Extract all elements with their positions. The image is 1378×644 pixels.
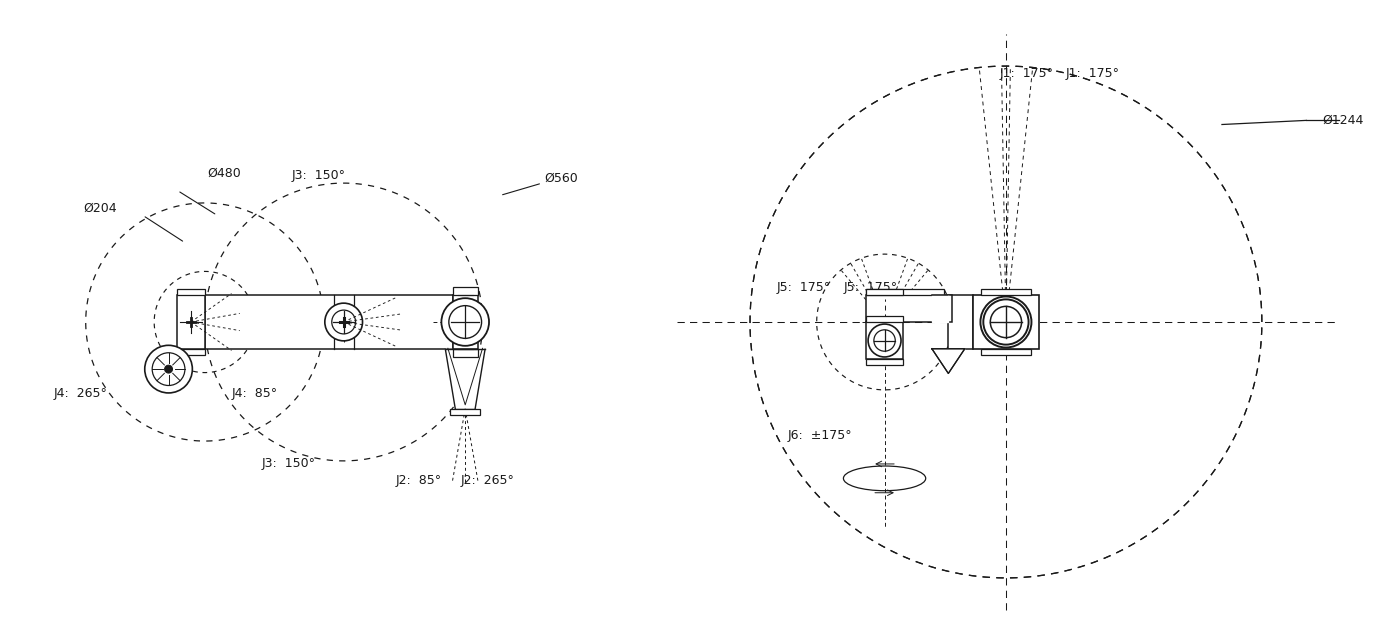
Text: J6:  ±175°: J6: ±175°: [788, 429, 853, 442]
Circle shape: [449, 306, 481, 338]
Bar: [865, 359, 903, 365]
Bar: [948, 295, 973, 349]
Circle shape: [332, 310, 356, 334]
Text: Ø204: Ø204: [83, 202, 117, 214]
Text: J4:  85°: J4: 85°: [232, 388, 278, 401]
Text: J5:  175°: J5: 175°: [843, 281, 897, 294]
Text: J2:  265°: J2: 265°: [460, 474, 514, 488]
Circle shape: [152, 353, 185, 386]
Bar: [178, 295, 205, 349]
Bar: [865, 289, 903, 295]
Text: J1:  175°: J1: 175°: [999, 66, 1053, 80]
Text: J4:  265°: J4: 265°: [54, 388, 107, 401]
Circle shape: [868, 324, 901, 357]
Bar: [205, 295, 453, 349]
Bar: [973, 295, 1039, 349]
Circle shape: [991, 307, 1021, 337]
Circle shape: [984, 299, 1028, 345]
Bar: [453, 349, 478, 357]
Polygon shape: [932, 349, 965, 374]
Bar: [178, 349, 205, 355]
Text: Ø1244: Ø1244: [1323, 114, 1364, 127]
Text: Ø560: Ø560: [544, 172, 579, 185]
Polygon shape: [445, 349, 485, 409]
Circle shape: [325, 303, 362, 341]
Polygon shape: [932, 295, 948, 322]
Bar: [865, 295, 952, 322]
Bar: [981, 349, 1031, 355]
Circle shape: [988, 303, 1024, 341]
Bar: [865, 289, 944, 295]
Text: J1:  175°: J1: 175°: [1065, 66, 1119, 80]
Bar: [865, 316, 903, 322]
Text: Ø480: Ø480: [207, 167, 241, 180]
Bar: [451, 409, 480, 415]
Bar: [453, 287, 478, 295]
Circle shape: [145, 345, 193, 393]
Polygon shape: [932, 349, 965, 374]
Text: J3:  150°: J3: 150°: [292, 169, 346, 182]
Text: J2:  85°: J2: 85°: [395, 474, 442, 488]
Circle shape: [441, 298, 489, 346]
Text: J3:  150°: J3: 150°: [262, 457, 316, 470]
Text: J5:  175°: J5: 175°: [777, 281, 831, 294]
Circle shape: [164, 365, 172, 373]
Bar: [178, 289, 205, 295]
Bar: [981, 289, 1031, 295]
Bar: [865, 322, 903, 359]
Circle shape: [874, 330, 896, 351]
Circle shape: [980, 296, 1032, 348]
Bar: [453, 295, 478, 349]
